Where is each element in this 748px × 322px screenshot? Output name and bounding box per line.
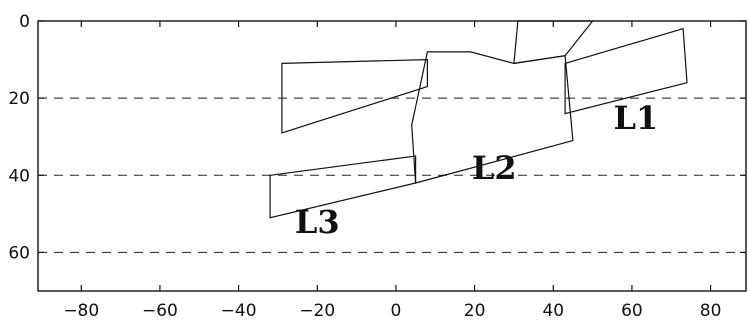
- x-tick-label: −40: [221, 301, 257, 321]
- region-outline: [281, 58, 428, 134]
- y-tick-label: 40: [8, 166, 30, 186]
- region-l1-outline: [564, 27, 688, 115]
- region-labels: L1 L2 L3: [295, 99, 658, 241]
- tick-labels: −80 −60 −40 −20 0 20 40 60 80 0 20 40 60: [8, 12, 721, 321]
- region-label-l2: L2: [472, 149, 517, 187]
- x-tick-label: 0: [391, 301, 402, 321]
- region-polygons: [269, 20, 688, 219]
- region-l2-outline: [411, 51, 574, 184]
- region-label-l3: L3: [295, 203, 340, 241]
- y-tick-label: 0: [19, 12, 30, 32]
- region-outline: [513, 20, 594, 65]
- x-tick-label: 60: [621, 301, 643, 321]
- x-tick-label: −80: [63, 301, 99, 321]
- y-tick-label: 20: [8, 89, 30, 109]
- region-label-l1: L1: [613, 99, 658, 137]
- region-l3-outline: [269, 155, 417, 219]
- y-tick-label: 60: [8, 243, 30, 263]
- x-tick-label: 40: [542, 301, 564, 321]
- plot-frame: [37, 20, 747, 292]
- x-tick-label: −60: [142, 301, 178, 321]
- x-tick-label: 20: [464, 301, 486, 321]
- axis-ticks: [38, 20, 746, 291]
- x-tick-label: 80: [700, 301, 722, 321]
- x-tick-label: −20: [299, 301, 335, 321]
